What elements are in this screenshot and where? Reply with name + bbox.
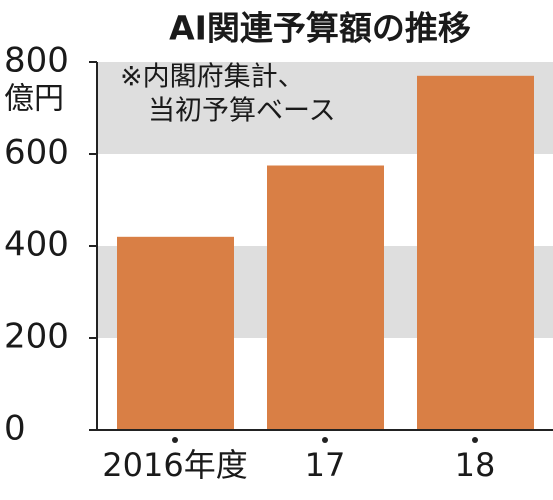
y-unit: 億円 xyxy=(4,82,64,117)
x-tick-label: 17 xyxy=(305,446,346,484)
y-tick-label: 600 xyxy=(4,133,69,173)
y-tick-label: 0 xyxy=(4,409,26,449)
chart-title: AI関連予算額の推移 xyxy=(169,9,471,48)
y-tick-label: 400 xyxy=(4,225,69,265)
y-tick-label: 800 xyxy=(4,41,69,81)
y-tick-label: 200 xyxy=(4,317,69,357)
category-dot xyxy=(472,437,478,443)
note: 当初予算ベース xyxy=(148,96,336,127)
note: ※内閣府集計、 xyxy=(120,62,305,93)
bar xyxy=(117,236,234,430)
bar xyxy=(267,165,384,430)
x-tick-label: 18 xyxy=(455,446,496,484)
bar xyxy=(417,75,534,431)
x-tick-label: 2016年度 xyxy=(102,446,247,484)
category-dot xyxy=(322,437,328,443)
category-dot xyxy=(172,437,178,443)
